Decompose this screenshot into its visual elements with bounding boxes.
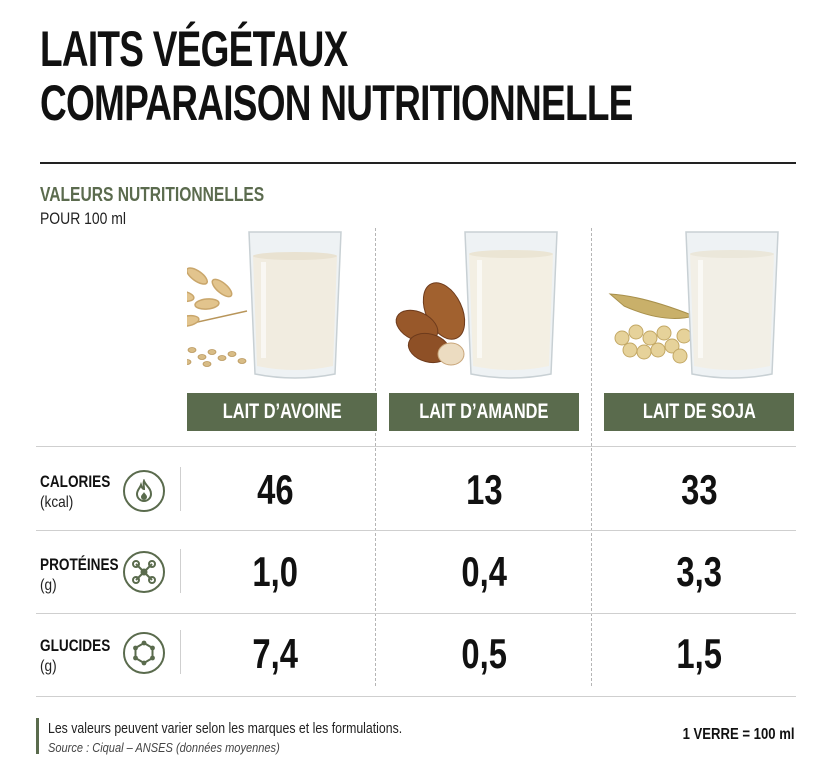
footer-accent-bar bbox=[36, 718, 39, 754]
row-divider bbox=[36, 696, 796, 697]
flame-icon bbox=[123, 470, 165, 512]
title-line-2: COMPARAISON NUTRITIONNELLE bbox=[40, 75, 633, 131]
title-line-1: LAITS VÉGÉTAUX bbox=[40, 21, 348, 77]
almond-glass-icon bbox=[395, 231, 558, 379]
row-label-proteines: PROTÉINES (g) bbox=[40, 555, 119, 594]
row-divider bbox=[36, 530, 796, 531]
icon-divider bbox=[180, 467, 181, 511]
row-label-glucides: GLUCIDES (g) bbox=[40, 636, 111, 675]
column-divider bbox=[375, 228, 376, 686]
serving-size: 1 VERRE = 100 ml bbox=[683, 726, 795, 743]
footer-note: Les valeurs peuvent varier selon les mar… bbox=[48, 720, 403, 737]
row-divider bbox=[36, 446, 796, 447]
value-glucides-almond: 0,5 bbox=[461, 630, 507, 677]
value-proteines-soy: 3,3 bbox=[676, 548, 722, 595]
footer-source: Source : Ciqual – ANSES (données moyenne… bbox=[48, 740, 280, 755]
product-oat: LAIT D’AVOINE bbox=[187, 226, 397, 431]
soy-glass-icon bbox=[608, 231, 779, 379]
value-calories-soy: 33 bbox=[680, 466, 718, 513]
product-almond: LAIT D’AMANDE bbox=[389, 226, 599, 431]
value-calories-almond: 13 bbox=[465, 466, 503, 513]
oat-glass-icon bbox=[187, 231, 342, 379]
icon-divider bbox=[180, 549, 181, 593]
row-divider bbox=[36, 613, 796, 614]
title-divider bbox=[40, 162, 796, 164]
section-label: VALEURS NUTRITIONNELLES bbox=[40, 184, 265, 206]
row-label-calories: CALORIES (kcal) bbox=[40, 472, 111, 511]
value-calories-oat: 46 bbox=[256, 466, 294, 513]
hexagon-molecule-icon bbox=[123, 632, 165, 674]
column-divider bbox=[591, 228, 592, 686]
value-glucides-oat: 7,4 bbox=[252, 630, 298, 677]
value-proteines-oat: 1,0 bbox=[252, 548, 298, 595]
page-title: LAITS VÉGÉTAUX COMPARAISON NUTRITIONNELL… bbox=[40, 21, 633, 131]
product-label-soy: LAIT DE SOJA bbox=[604, 393, 794, 431]
product-soy: LAIT DE SOJA bbox=[604, 226, 814, 431]
product-label-almond: LAIT D’AMANDE bbox=[389, 393, 579, 431]
molecule-icon bbox=[123, 551, 165, 593]
value-glucides-soy: 1,5 bbox=[676, 630, 722, 677]
section-subtitle: POUR 100 ml bbox=[40, 209, 126, 228]
value-proteines-almond: 0,4 bbox=[461, 548, 507, 595]
product-label-oat: LAIT D’AVOINE bbox=[187, 393, 377, 431]
icon-divider bbox=[180, 630, 181, 674]
